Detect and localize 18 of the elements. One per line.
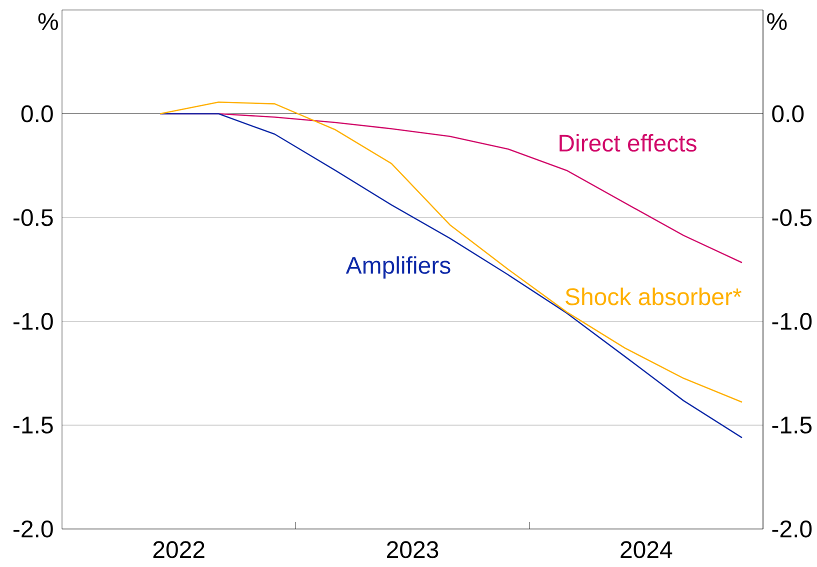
y2-tick-label: 0.0 xyxy=(772,105,804,122)
y-tick-label: 0.0 xyxy=(21,105,53,122)
x-tick-label: 2023 xyxy=(387,541,438,558)
y-tick-label: -1.0 xyxy=(14,312,53,330)
y2-tick-label: -1.0 xyxy=(772,312,812,330)
y2-tick-label: -1.5 xyxy=(772,416,812,434)
series-label: Shock absorber* xyxy=(566,288,742,306)
x-tick-label: 2022 xyxy=(153,541,204,558)
y-axis-title: % xyxy=(38,13,58,30)
series-label: Direct effects xyxy=(560,134,696,152)
y-tick-label: -0.5 xyxy=(14,209,53,226)
y2-tick-label: -2.0 xyxy=(772,520,812,538)
y-tick-label: -1.5 xyxy=(14,416,53,434)
y2-axis-title: % xyxy=(767,13,787,30)
series-label: Amplifiers xyxy=(346,256,450,279)
x-tick-label: 2024 xyxy=(620,541,672,558)
y-tick-label: -2.0 xyxy=(14,520,53,538)
y2-tick-label: -0.5 xyxy=(772,209,812,226)
